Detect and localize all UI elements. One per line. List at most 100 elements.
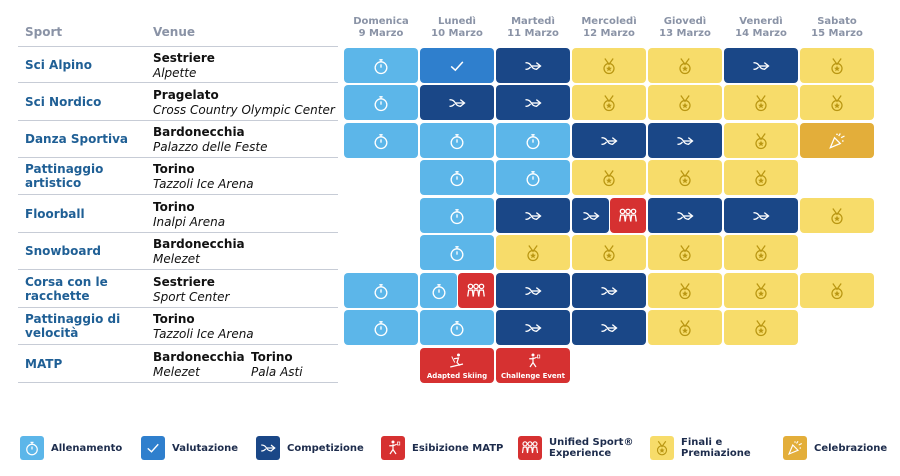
schedule-cell-competizione [572,123,646,158]
medal-icon [653,439,671,457]
schedule-cell-allenamento [344,85,418,120]
sport-name: Floorball [25,207,85,221]
medal-icon [599,56,619,76]
schedule-cell-finali [572,85,646,120]
stopwatch-icon [371,281,391,301]
venue-city: Torino [153,162,195,176]
schedule-cell-finali [648,273,722,308]
schedule-cell-competizione [496,48,570,83]
schedule-cell-finali [648,160,722,195]
legend-esibizione: Esibizione MATP [381,433,503,463]
stopwatch-icon [429,281,449,301]
merge-arrow-icon [259,439,277,457]
schedule-cell-competizione [572,273,646,308]
medal-icon [751,243,771,263]
sport-row: Sci Nordico Pragelato Cross Country Olym… [18,84,338,121]
schedule-cell-finali [800,198,874,233]
medal-icon [827,206,847,226]
merge-arrow-icon [751,56,771,76]
sport-name: Danza Sportiva [25,132,129,146]
schedule-cell-competizione [496,198,570,233]
stopwatch-icon [371,56,391,76]
sport-name: Corsa con le racchette [25,275,108,303]
venue-city: Bardonecchia [153,237,245,251]
sport-name: Snowboard [25,244,101,258]
merge-arrow-icon [675,131,695,151]
schedule-cell-finali [572,160,646,195]
venue-place: Alpette [153,66,197,80]
stopwatch-icon [447,131,467,151]
schedule-cell-allenamento [420,235,494,270]
medal-icon [599,168,619,188]
schedule-cell-competizione [496,273,570,308]
schedule-cell-finali [724,235,798,270]
schedule-cell-finali [648,310,722,345]
stopwatch-icon [523,168,543,188]
medal-icon [751,93,771,113]
schedule-cell-competizione [496,310,570,345]
schedule-cell-allenamento [344,48,418,83]
stopwatch-icon [447,243,467,263]
venue-place: Palazzo delle Feste [153,140,268,154]
sport-row: Snowboard Bardonecchia Melezet [18,233,338,270]
stopwatch-icon [523,131,543,151]
venue-place: Cross Country Olympic Center [153,103,335,117]
merge-arrow-icon [599,281,619,301]
venue-place-secondary: Pala Asti [251,365,303,379]
day-header-monday: Lunedì 10 Marzo [431,16,483,39]
medal-icon [751,168,771,188]
legend-valutazione: Valutazione [141,433,238,463]
schedule-cell-finali [572,48,646,83]
schedule-cell-allenamento [420,310,494,345]
schedule-cell-allenamento [344,273,418,308]
venue-place: Sport Center [153,290,230,304]
medal-icon [751,131,771,151]
schedule-cell-esibizione: Challenge Event [496,348,570,383]
schedule-cell-finali [724,273,798,308]
stopwatch-icon [371,131,391,151]
schedule-cell-unified [458,273,494,308]
day-header-saturday: Sabato 15 Marzo [811,16,863,39]
skier-icon [448,352,466,370]
stopwatch-icon [447,168,467,188]
merge-arrow-icon [523,318,543,338]
schedule-cell-finali [724,85,798,120]
group-icon [617,205,639,227]
sport-column-header: Sport [25,25,63,39]
sport-name: Pattinaggio di velocità [25,312,121,340]
schedule-cell-valutazione [420,48,494,83]
venue-city: Torino [153,200,195,214]
venue-place: Tazzoli Ice Arena [153,177,254,191]
medal-icon [827,93,847,113]
sport-row: MATP Bardonecchia Melezet Torino Pala As… [18,346,338,383]
merge-arrow-icon [581,206,601,226]
merge-arrow-icon [523,93,543,113]
stopwatch-icon [371,318,391,338]
medal-icon [599,93,619,113]
stopwatch-icon [447,206,467,226]
schedule-cell-allenamento [344,310,418,345]
schedule-cell-finali [724,160,798,195]
merge-arrow-icon [523,281,543,301]
venue-city: Torino [153,312,195,326]
medal-icon [675,318,695,338]
schedule-cell-finali [800,48,874,83]
merge-arrow-icon [523,206,543,226]
schedule-cell-finali [648,48,722,83]
medal-icon [675,281,695,301]
sport-name: MATP [25,357,63,371]
check-icon [447,56,467,76]
day-header-wednesday: Mercoledì 12 Marzo [581,16,637,39]
schedule-cell-finali [724,310,798,345]
sport-name: Sci Alpino [25,58,92,72]
schedule-cell-allenamento [496,160,570,195]
sport-row: Pattinaggio di velocità Torino Tazzoli I… [18,308,338,345]
medal-icon [827,281,847,301]
schedule-cell-finali [800,85,874,120]
merge-arrow-icon [675,206,695,226]
venue-city: Pragelato [153,88,219,102]
schedule-cell-allenamento [344,123,418,158]
schedule-cell-allenamento [420,160,494,195]
sport-name: Pattinaggio artistico [25,162,104,190]
party-popper-icon [827,131,847,151]
